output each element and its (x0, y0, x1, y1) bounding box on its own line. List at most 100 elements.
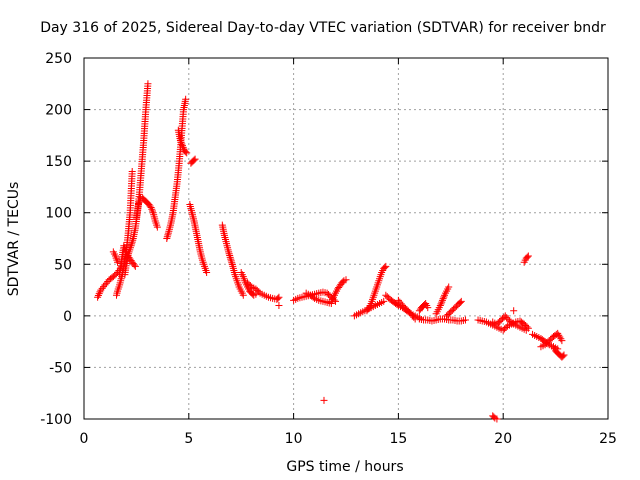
data-point (96, 288, 104, 296)
data-point (461, 316, 469, 324)
data-point (146, 202, 154, 210)
data-point (94, 293, 102, 301)
y-tick-label: 150 (45, 154, 72, 170)
chart-title: Day 316 of 2025, Sidereal Day-to-day VTE… (40, 20, 606, 36)
data-point (176, 137, 184, 145)
data-point (439, 295, 447, 303)
data-point (147, 204, 155, 212)
data-point (275, 302, 283, 310)
data-point (164, 229, 172, 237)
data-point (510, 307, 518, 315)
data-point (95, 290, 103, 298)
data-point (123, 253, 131, 261)
y-tick-label: -100 (40, 412, 72, 428)
data-point (163, 235, 171, 242)
data-point (228, 259, 236, 267)
axis-ticks: 0 5 10 15 20 25 -100 -50 0 50 100 150 200 250 (40, 51, 617, 447)
data-point (456, 298, 464, 306)
data-point (153, 223, 161, 231)
data-point (438, 296, 446, 304)
data-point (134, 200, 142, 208)
data-point (557, 335, 565, 343)
data-point (559, 352, 567, 360)
data-point (148, 205, 156, 213)
y-tick-label: 100 (45, 206, 72, 222)
data-point (382, 262, 390, 270)
data-point (364, 305, 372, 313)
data-point (127, 242, 135, 250)
data-point (554, 329, 562, 337)
data-point (128, 238, 136, 246)
x-tick-label: 5 (184, 431, 193, 447)
data-point (130, 261, 138, 269)
x-tick-label: 25 (599, 431, 617, 447)
data-point (560, 351, 568, 359)
y-tick-label: 0 (63, 309, 72, 325)
data-point (440, 293, 448, 301)
data-point (183, 149, 191, 157)
data-point (203, 269, 211, 277)
data-point (191, 155, 199, 163)
data-point (424, 304, 432, 312)
data-point (239, 291, 247, 299)
data-point (114, 258, 122, 266)
x-tick-label: 0 (80, 431, 89, 447)
data-point (320, 396, 328, 404)
data-point (445, 283, 453, 291)
data-point (125, 250, 133, 258)
y-tick-label: 250 (45, 51, 72, 67)
data-point (148, 207, 156, 215)
x-tick-label: 10 (285, 431, 303, 447)
data-point (128, 167, 136, 175)
data-point (179, 143, 187, 151)
data-point (227, 255, 235, 263)
data-point (410, 313, 418, 321)
data-point (123, 255, 131, 263)
data-point (225, 250, 233, 258)
data-point (457, 297, 465, 305)
x-axis-label: GPS time / hours (286, 459, 403, 475)
data-point (493, 415, 501, 423)
data-point (523, 253, 531, 261)
data-points (94, 80, 568, 423)
data-point (275, 293, 283, 301)
plot-frame (83, 57, 609, 420)
data-point (129, 236, 137, 244)
data-point (190, 156, 198, 164)
data-point (226, 252, 234, 260)
data-point (558, 337, 566, 345)
data-point (522, 326, 530, 334)
y-tick-label: 200 (45, 103, 72, 119)
data-point (342, 276, 350, 284)
data-point (556, 333, 564, 341)
data-point (144, 80, 152, 88)
data-point (524, 252, 532, 260)
y-tick-label: -50 (49, 360, 72, 376)
data-point (226, 253, 234, 261)
data-point (227, 257, 235, 265)
data-point (437, 300, 445, 308)
data-point (128, 240, 136, 248)
x-tick-label: 15 (389, 431, 407, 447)
data-point (380, 297, 388, 305)
gridlines (84, 58, 608, 419)
data-point (182, 95, 190, 103)
data-point (436, 302, 444, 310)
data-point (163, 233, 171, 241)
data-point (135, 199, 143, 207)
y-axis-label: SDTVAR / TECUs (6, 182, 22, 297)
y-tick-label: 50 (54, 257, 72, 273)
data-point (274, 294, 282, 302)
data-point (438, 298, 446, 306)
data-point (94, 291, 102, 299)
data-point (381, 263, 389, 271)
data-point (225, 248, 233, 256)
data-point (177, 138, 185, 146)
data-point (228, 261, 236, 269)
x-tick-label: 20 (494, 431, 512, 447)
data-point (179, 142, 187, 150)
data-point (164, 231, 172, 239)
data-point (131, 262, 139, 270)
data-point (182, 148, 190, 156)
